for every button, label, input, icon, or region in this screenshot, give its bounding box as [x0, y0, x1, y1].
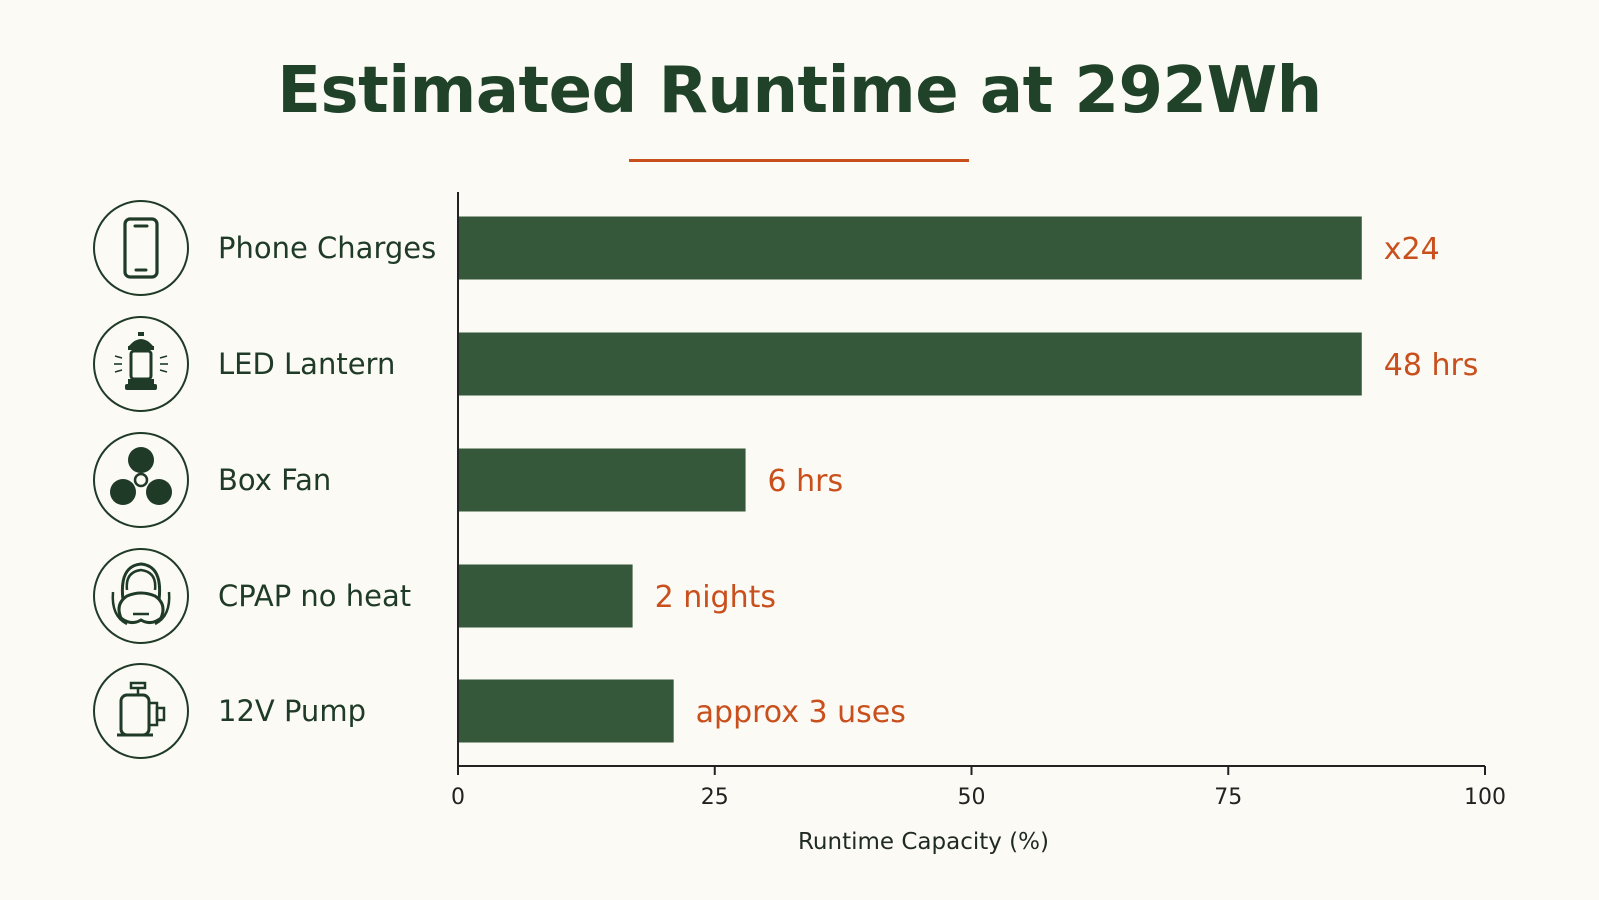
- bar: [458, 332, 1362, 396]
- category-label: Box Fan: [218, 463, 331, 497]
- category-icons: [93, 200, 189, 759]
- x-tick-label: 0: [451, 785, 465, 810]
- value-label: x24: [1384, 232, 1440, 267]
- bar: [458, 679, 674, 743]
- x-tick-label: 75: [1214, 785, 1242, 810]
- x-tick-label: 25: [701, 785, 729, 810]
- bar: [458, 564, 633, 628]
- axes: 0 25 50 75 100 Runtime Capacity (%): [451, 192, 1506, 855]
- value-label: 48 hrs: [1384, 348, 1479, 383]
- title-underline: [629, 159, 969, 162]
- lantern-icon: [93, 316, 189, 412]
- value-label: 6 hrs: [768, 464, 844, 499]
- value-label: 2 nights: [655, 580, 776, 615]
- fan-icon: [93, 432, 189, 528]
- category-label: CPAP no heat: [218, 579, 411, 613]
- category-label: Phone Charges: [218, 231, 436, 265]
- bar: [458, 448, 746, 512]
- bars: [458, 216, 1362, 743]
- pump-icon: [93, 663, 189, 759]
- value-labels: x24 48 hrs 6 hrs 2 nights approx 3 uses: [655, 232, 1479, 730]
- category-label: 12V Pump: [218, 694, 366, 728]
- smartphone-icon: [93, 200, 189, 296]
- category-label: LED Lantern: [218, 347, 395, 381]
- cpap-mask-icon: [93, 548, 189, 644]
- chart-title: Estimated Runtime at 292Wh: [277, 54, 1322, 128]
- category-labels: Phone Charges LED Lantern Box Fan CPAP no h…: [218, 231, 436, 728]
- bar: [458, 216, 1362, 280]
- x-tick-label: 100: [1464, 785, 1506, 810]
- value-label: approx 3 uses: [696, 695, 906, 730]
- x-tick-label: 50: [958, 785, 986, 810]
- x-axis-title: Runtime Capacity (%): [798, 829, 1049, 855]
